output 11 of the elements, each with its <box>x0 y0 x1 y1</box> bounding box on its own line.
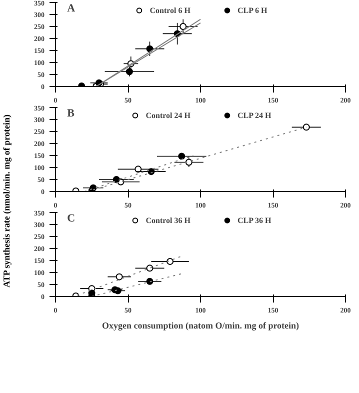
legend-label: CLP 24 H <box>237 110 272 121</box>
x-axis-title: Oxygen consumption (natom O/min. mg of protein) <box>102 320 300 330</box>
legend-label: CLP 6 H <box>237 4 268 16</box>
annotation: A <box>67 2 76 14</box>
annotation: C <box>67 212 76 224</box>
legend-label: Control 24 H <box>146 110 190 121</box>
legend-label: Control 36 H <box>146 214 190 226</box>
legend-label: CLP 36 H <box>237 214 272 226</box>
y-axis-title: ATP synthesis rate (nmol/min. mg of protein) <box>0 114 13 288</box>
legend-label: Control 6 H <box>150 4 190 16</box>
annotation: B <box>67 108 76 120</box>
